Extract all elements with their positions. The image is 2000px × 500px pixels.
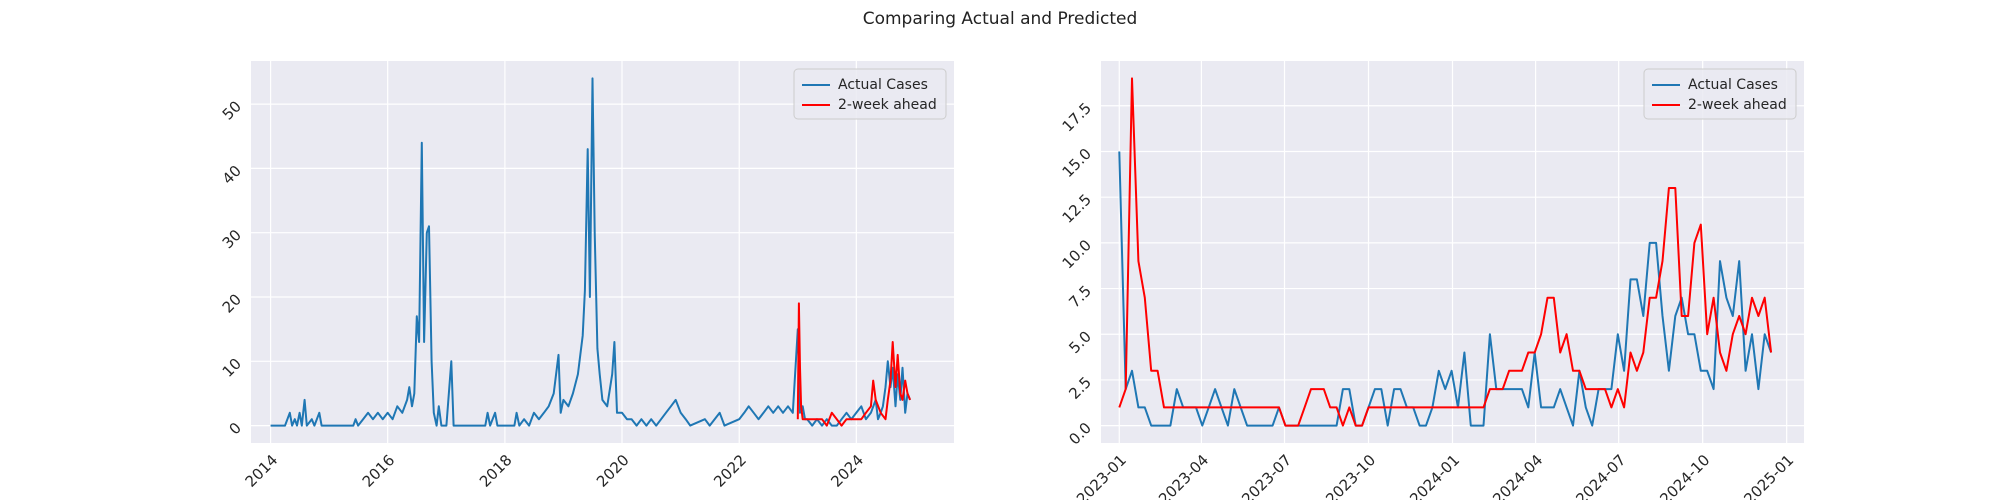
- x-tick-label: 2023-07: [1238, 451, 1295, 500]
- y-tick-label: 20: [219, 290, 245, 316]
- legend-box: [1643, 68, 1797, 120]
- legend-box: [793, 68, 947, 120]
- series-line-1: [796, 302, 912, 427]
- chart-left: 2014 2016 2018 2020 2022 2024 0 10 20 30 40 50 Actua…: [219, 61, 954, 491]
- y-tick-label: 2.5: [1065, 373, 1095, 403]
- chart-right: 2023-01 2023-04 2023-07 2023-10 2024-01 2024-…: [1059, 61, 1804, 500]
- y-tick-label: 30: [219, 226, 245, 252]
- y-tick-label: 5.0: [1065, 328, 1095, 358]
- x-tick-label: 2020: [593, 451, 633, 491]
- legend-label: 2-week ahead: [838, 97, 937, 113]
- x-tick-label: 2024-07: [1572, 451, 1629, 500]
- x-tick-label: 2023-04: [1155, 451, 1212, 500]
- y-tick-label: 0: [226, 419, 245, 438]
- x-tick-label: 2018: [476, 451, 516, 491]
- x-tick-label: 2014: [242, 451, 282, 491]
- legend: Actual Cases 2-week ahead: [1643, 68, 1797, 120]
- y-tick-label: 12.5: [1059, 190, 1095, 226]
- y-tick-label: 0.0: [1065, 419, 1095, 449]
- figure-title: Comparing Actual and Predicted: [863, 9, 1138, 29]
- x-tick-label: 2022: [710, 451, 750, 491]
- series-line-0: [270, 77, 912, 427]
- legend-label: Actual Cases: [838, 77, 928, 93]
- x-tick-label: 2025-01: [1740, 451, 1797, 500]
- plot-background: [251, 61, 954, 443]
- x-tick-label: 2024: [827, 451, 867, 491]
- legend: Actual Cases 2-week ahead: [793, 68, 947, 120]
- grid: [1101, 61, 1804, 443]
- y-tick-label: 40: [219, 162, 245, 188]
- series-line-0: [1118, 151, 1773, 427]
- x-tick-label: 2024-01: [1406, 451, 1463, 500]
- x-tick-label: 2016: [359, 451, 399, 491]
- y-tick-label: 15.0: [1059, 145, 1095, 181]
- y-tick-label: 50: [219, 97, 245, 123]
- series-line-1: [1118, 77, 1773, 427]
- x-tick-label: 2023-01: [1073, 451, 1130, 500]
- y-tick-label: 7.5: [1065, 282, 1095, 312]
- y-tick-label: 10: [219, 355, 245, 381]
- legend-label: 2-week ahead: [1688, 97, 1787, 113]
- y-tick-label: 17.5: [1059, 99, 1095, 135]
- y-tick-label: 10.0: [1059, 236, 1095, 272]
- x-tick-label: 2024-04: [1489, 451, 1546, 500]
- x-tick-label: 2023-10: [1322, 451, 1379, 500]
- x-tick-label: 2024-10: [1656, 451, 1713, 500]
- legend-label: Actual Cases: [1688, 77, 1778, 93]
